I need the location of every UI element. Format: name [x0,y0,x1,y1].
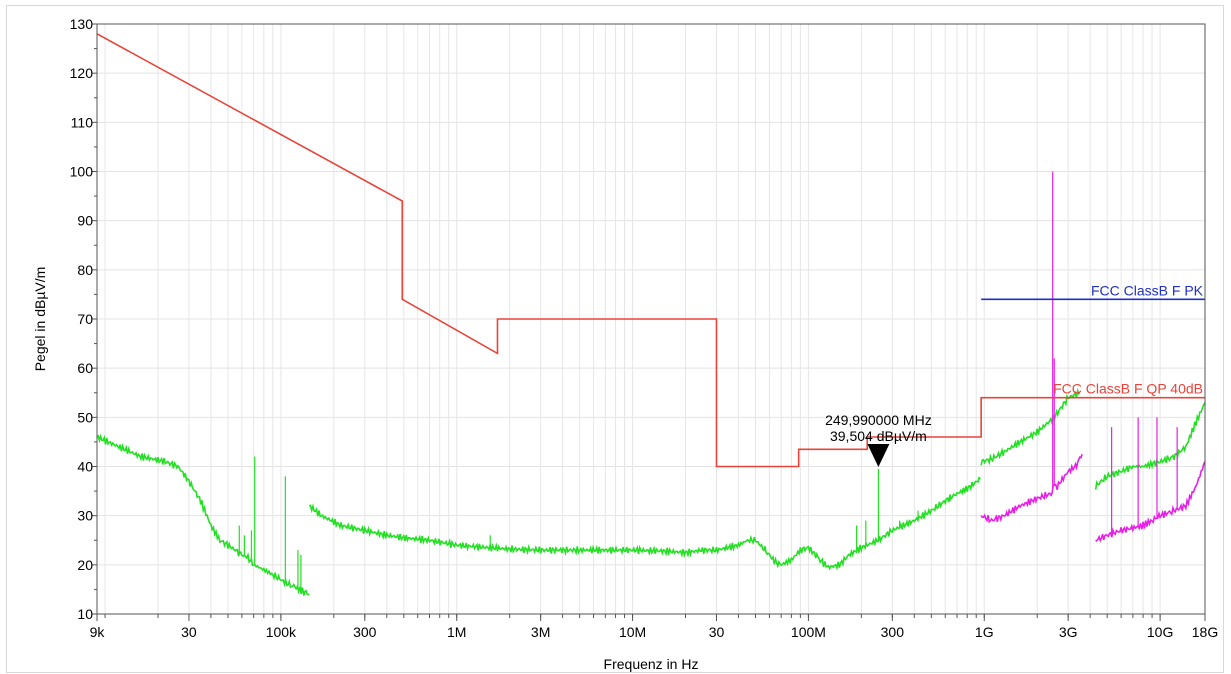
series-2-trace-segment [96,433,310,596]
measurement-marker: 249,990000 MHz 39,504 dBµV/m [825,412,932,467]
x-tick-label: 30 [181,624,197,640]
y-tick-label: 90 [77,213,93,229]
y-tick-label: 20 [77,557,93,573]
y-tick-label: 70 [77,311,93,327]
y-axis: 10 20 30 40 50 60 70 80 90 100 110 120 130 [70,16,97,622]
y-tick-label: 130 [70,16,94,32]
x-tick-label: 18G [1192,624,1218,640]
annotations: FCC ClassB F PK FCC ClassB F QP 40dB [1053,282,1204,396]
chart-frame [6,5,1224,673]
series-2-trace-segment [1094,402,1206,490]
x-axis-title: Frequenz in Hz [604,656,699,672]
marker-level-label: 39,504 dBµV/m [830,428,927,444]
series-3-trace-segment [980,453,1083,524]
marker-triangle-icon[interactable] [867,443,890,467]
x-tick-label: 300 [881,624,905,640]
x-tick-label: 1G [975,624,994,640]
y-tick-label: 60 [77,360,93,376]
marker-frequency-label: 249,990000 MHz [825,412,932,428]
x-axis: 9k 30 100k 300 1M 3M 10M 30 100M 300 1G 3G 10G 18G [90,614,1218,640]
y-tick-label: 110 [71,114,94,130]
x-tick-label: 1M [447,624,466,640]
y-tick-label: 100 [70,164,94,180]
y-tick-label: 10 [77,606,93,622]
y-tick-label: 120 [70,65,94,81]
series-0-line [96,33,1205,468]
x-tick-label: 30 [709,624,725,640]
y-tick-label: 50 [77,409,93,425]
limit-line-label: FCC ClassB F QP 40dB [1053,381,1203,397]
series-3-trace-segment [1095,461,1206,543]
x-tick-label: 3G [1059,624,1078,640]
x-tick-label: 10M [619,624,646,640]
x-tick-label: 100M [791,624,826,640]
y-tick-label: 80 [77,262,93,278]
y-tick-label: 30 [77,508,93,524]
series-2-trace-segment [980,387,1081,466]
x-tick-label: 300 [353,624,377,640]
series-2-trace-segment [308,476,981,571]
y-axis-title: Pegel in dBµV/m [32,267,48,372]
x-tick-label: 9k [90,624,106,640]
x-tick-label: 100k [266,624,297,640]
y-tick-label: 40 [77,459,93,475]
x-tick-label: 10G [1147,624,1173,640]
x-tick-label: 3M [531,624,550,640]
series-layer [96,33,1206,596]
limit-line-label: FCC ClassB F PK [1091,282,1204,298]
